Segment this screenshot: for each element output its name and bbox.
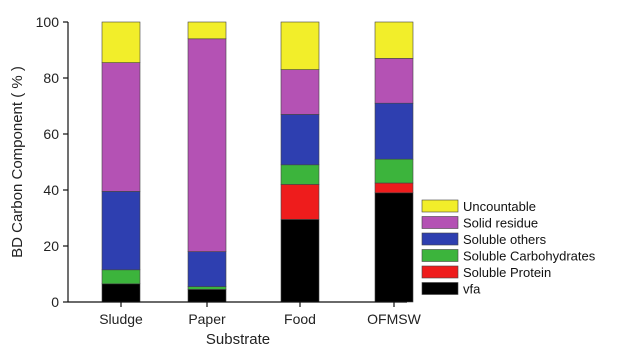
bars [101, 21, 414, 303]
bar-segment [187, 251, 227, 287]
bar-segment [280, 69, 320, 115]
legend-label: Soluble Carbohydrates [463, 249, 596, 264]
y-tick-label: 80 [43, 70, 59, 86]
legend-label: Soluble Protein [463, 265, 551, 280]
x-tick-label: Sludge [99, 311, 143, 327]
x-tick-label: Food [284, 311, 316, 327]
bar-segment [280, 219, 320, 303]
legend-swatch [421, 232, 459, 246]
x-axis-title: Substrate [206, 331, 270, 348]
bar-segment [280, 164, 320, 185]
legend-swatch [421, 282, 459, 295]
y-tick-label: 100 [36, 14, 60, 30]
bar-segment [187, 38, 227, 252]
x-tick-label: Paper [188, 311, 226, 327]
legend-swatch [421, 265, 459, 279]
legend-label: Soluble others [463, 232, 547, 247]
bar-segment [374, 21, 414, 59]
axes [67, 22, 407, 303]
bar-segment [280, 114, 320, 166]
y-ticks: 0 20 40 60 80 100 [36, 14, 68, 310]
y-tick-label: 60 [43, 126, 59, 142]
legend-label: vfa [463, 282, 481, 297]
bar-segment [187, 289, 227, 303]
y-axis-title: BD Carbon Component ( % ) [9, 66, 26, 258]
bar-segment [187, 286, 227, 290]
bar-segment [280, 184, 320, 220]
bar-segment [101, 269, 141, 285]
bar-segment [374, 58, 414, 104]
bar-segment [280, 21, 320, 70]
legend-label: Solid residue [463, 216, 538, 231]
y-tick-label: 20 [43, 238, 59, 254]
bar-segment [101, 62, 141, 192]
bar-segment [101, 21, 141, 63]
x-tick-label: OFMSW [367, 311, 421, 327]
bar-segment [374, 102, 414, 160]
legend-swatch [421, 216, 459, 229]
bar-segment [374, 192, 414, 303]
x-ticks: Sludge Paper Food OFMSW [99, 302, 422, 327]
legend-swatch [421, 199, 459, 213]
bar-segment [374, 182, 414, 194]
y-tick-label: 0 [51, 294, 59, 310]
y-tick-label: 40 [43, 182, 59, 198]
bar-segment [374, 158, 414, 184]
legend-label: Uncountable [463, 199, 536, 214]
bar-segment [101, 191, 141, 271]
bar-segment [101, 283, 141, 303]
bar-segment [187, 21, 227, 40]
legend-swatch [421, 249, 459, 262]
